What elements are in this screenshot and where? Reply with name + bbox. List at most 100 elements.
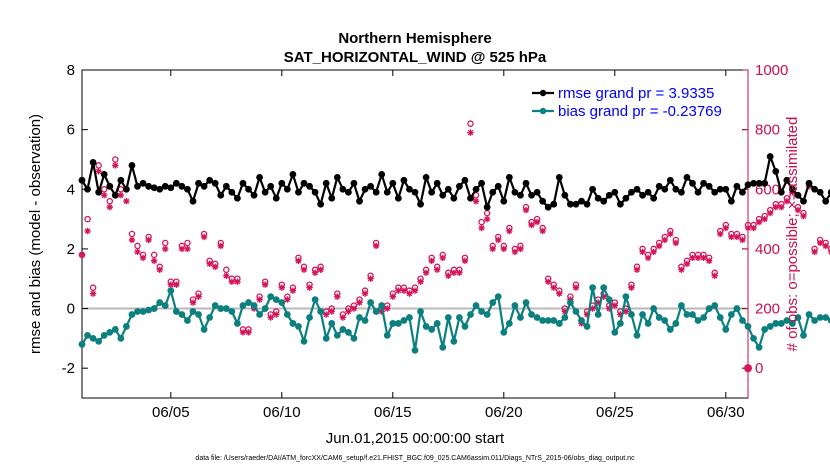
assimilated-obs-point [717, 230, 724, 238]
rmse-data-point [378, 170, 386, 178]
assimilated-obs-point [495, 236, 502, 244]
assimilated-obs-point [200, 233, 208, 241]
assimilated-obs-point [345, 308, 352, 315]
rmse-data-point [694, 188, 702, 196]
assimilated-obs-point [206, 260, 213, 268]
rmse-data-point [533, 188, 541, 196]
rmse-data-point [511, 188, 519, 196]
bias-data-point [428, 326, 436, 333]
rmse-data-point [483, 203, 491, 211]
rmse-data-point [178, 182, 186, 190]
assimilated-obs-point [539, 227, 546, 235]
bias-data-point [444, 314, 452, 321]
assimilated-obs-point [722, 224, 729, 232]
bias-data-point [150, 305, 158, 312]
rmse-data-point [383, 188, 391, 196]
bias-data-point [517, 314, 524, 321]
assimilated-obs-point [528, 221, 535, 229]
assimilated-obs-point [611, 302, 618, 309]
assimilated-obs-point [123, 198, 130, 205]
rmse-legend-label: rmse grand pr = 3.9335 [558, 85, 714, 102]
assimilated-obs-point [550, 284, 557, 291]
rmse-data-point [683, 173, 691, 181]
assimilated-obs-point [767, 209, 774, 217]
bias-data-point [644, 320, 652, 327]
rmse-data-point [128, 162, 136, 169]
bias-data-point [589, 284, 596, 292]
bias-data-point [345, 329, 352, 336]
y-tick-label: 2 [67, 241, 75, 258]
rmse-data-point [361, 185, 369, 193]
assimilated-obs-point [184, 245, 191, 253]
rmse-data-point [333, 173, 341, 181]
assimilated-obs-point [256, 296, 263, 303]
rmse-data-point [628, 188, 635, 196]
possible-obs-point [95, 162, 102, 169]
assimilated-obs-point [644, 254, 652, 262]
bias-data-point [406, 314, 413, 321]
bias-data-point [417, 308, 424, 315]
rmse-data-point [367, 182, 375, 190]
bias-data-point [411, 346, 419, 354]
assimilated-obs-point [694, 254, 702, 262]
assimilated-obs-point [128, 236, 136, 244]
assimilated-obs-point [678, 266, 685, 273]
y-tick-label: 0 [67, 301, 75, 318]
assimilated-obs-point [522, 206, 530, 214]
rmse-data-point [633, 185, 641, 193]
assimilated-obs-point [783, 198, 791, 205]
bias-data-point [200, 326, 208, 333]
rmse-data-point [234, 194, 241, 202]
rmse-data-point [716, 185, 724, 193]
rmse-data-point [261, 188, 269, 196]
x-axis-label: Jun.01,2015 00:00:00 start [326, 430, 505, 447]
assimilated-obs-point [411, 287, 419, 294]
bias-data-point [472, 302, 480, 309]
bias-data-point [245, 299, 252, 306]
rmse-data-point [256, 173, 264, 181]
rmse-data-point [433, 179, 441, 187]
rmse-data-point [489, 188, 497, 196]
rmse-data-point [217, 191, 225, 199]
bias-data-point [283, 311, 291, 318]
rmse-data-point [250, 191, 258, 199]
assimilated-obs-point [816, 239, 824, 247]
y2-tick-label: 800 [755, 122, 780, 139]
assimilated-obs-point [428, 257, 435, 265]
bias-data-point [389, 320, 397, 327]
bias-data-point [95, 337, 103, 345]
bias-data-point [544, 317, 552, 324]
bias-data-point [800, 331, 807, 339]
possible-obs-point [223, 266, 230, 274]
data-file-footnote: data file: /Users/raeder/DAI/ATM_forcXX/… [195, 455, 635, 462]
bias-data-point [594, 311, 602, 318]
assimilated-obs-point [78, 251, 86, 259]
y-tick-label: -2 [62, 360, 75, 377]
assimilated-obs-point [384, 305, 391, 312]
bias-data-point [672, 320, 680, 327]
rmse-data-point [544, 203, 552, 211]
rmse-data-point [278, 179, 286, 187]
bias-data-point [478, 308, 486, 315]
rmse-data-point [228, 188, 236, 196]
rmse-data-point [150, 184, 158, 192]
possible-obs-point [483, 209, 491, 217]
rmse-data-point [267, 182, 275, 190]
assimilated-obs-point [456, 269, 463, 276]
rmse-data-point [156, 185, 164, 193]
possible-obs-point [161, 239, 169, 247]
assimilated-obs-point [217, 242, 224, 250]
bias-data-point [206, 314, 214, 321]
rmse-data-point [522, 179, 530, 187]
assimilated-obs-point [300, 266, 308, 273]
bias-data-point [616, 320, 624, 327]
assimilated-obs-point [705, 257, 713, 265]
bias-data-point [539, 317, 547, 324]
bias-data-point [228, 308, 236, 315]
bias-data-point [628, 311, 635, 318]
bias-data-point [289, 320, 297, 327]
assimilated-obs-point [167, 281, 174, 288]
rmse-data-point [356, 197, 363, 205]
possible-obs-point [134, 242, 141, 250]
rmse-data-point [95, 188, 103, 196]
